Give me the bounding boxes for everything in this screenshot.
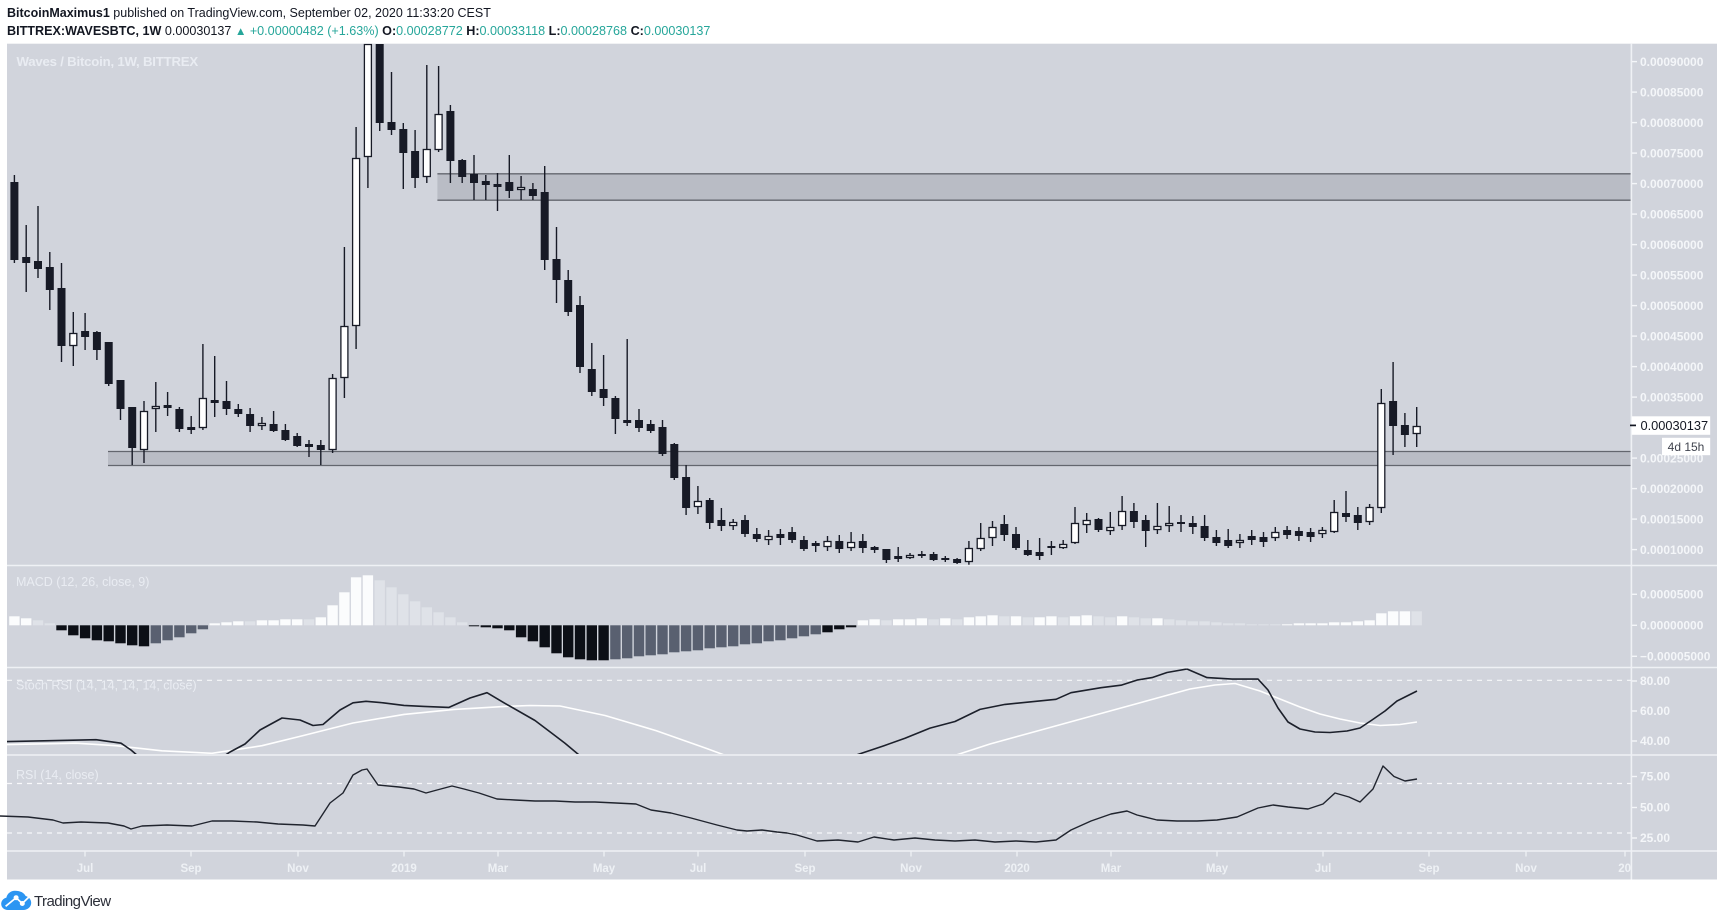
svg-text:Waves / Bitcoin, 1W, BITTREX: Waves / Bitcoin, 1W, BITTREX bbox=[17, 54, 199, 69]
svg-text:Nov: Nov bbox=[1515, 863, 1537, 875]
svg-text:May: May bbox=[593, 863, 616, 875]
svg-text:60.00: 60.00 bbox=[1640, 704, 1670, 718]
svg-text:0.00030137: 0.00030137 bbox=[1641, 418, 1709, 433]
svg-text:Nov: Nov bbox=[900, 863, 922, 875]
svg-text:0.00085000: 0.00085000 bbox=[1640, 85, 1704, 99]
svg-text:Mar: Mar bbox=[1101, 863, 1122, 875]
svg-text:Stoch RSI (14, 14, 14, 14, clo: Stoch RSI (14, 14, 14, 14, close) bbox=[16, 678, 197, 692]
svg-text:0.00065000: 0.00065000 bbox=[1640, 207, 1704, 221]
svg-text:0.00050000: 0.00050000 bbox=[1640, 299, 1704, 313]
svg-text:Jul: Jul bbox=[1315, 863, 1332, 875]
svg-text:Sep: Sep bbox=[794, 863, 815, 875]
svg-text:0.00090000: 0.00090000 bbox=[1640, 55, 1704, 69]
svg-text:40.00: 40.00 bbox=[1640, 734, 1670, 748]
svg-text:2019: 2019 bbox=[391, 863, 417, 875]
svg-text:BitcoinMaximus1 published on T: BitcoinMaximus1 published on TradingView… bbox=[7, 6, 491, 20]
svg-text:Sep: Sep bbox=[1418, 863, 1439, 875]
svg-text:0.00040000: 0.00040000 bbox=[1640, 360, 1704, 374]
svg-text:0.00045000: 0.00045000 bbox=[1640, 329, 1704, 343]
svg-text:2020: 2020 bbox=[1004, 863, 1030, 875]
svg-text:May: May bbox=[1206, 863, 1229, 875]
svg-text:0.00060000: 0.00060000 bbox=[1640, 238, 1704, 252]
svg-text:0.00055000: 0.00055000 bbox=[1640, 268, 1704, 282]
svg-text:0.00035000: 0.00035000 bbox=[1640, 390, 1704, 404]
svg-text:0.00010000: 0.00010000 bbox=[1640, 543, 1704, 557]
svg-text:0.00020000: 0.00020000 bbox=[1640, 482, 1704, 496]
svg-text:75.00: 75.00 bbox=[1640, 770, 1670, 784]
svg-text:4d 15h: 4d 15h bbox=[1668, 440, 1705, 454]
svg-text:50.00: 50.00 bbox=[1640, 801, 1670, 815]
svg-text:Jul: Jul bbox=[77, 863, 94, 875]
svg-text:0.00005000: 0.00005000 bbox=[1640, 588, 1704, 602]
svg-text:TradingView: TradingView bbox=[34, 893, 111, 910]
svg-text:Jul: Jul bbox=[690, 863, 707, 875]
svg-text:0.00075000: 0.00075000 bbox=[1640, 146, 1704, 160]
svg-text:RSI (14, close): RSI (14, close) bbox=[16, 768, 99, 782]
svg-text:Sep: Sep bbox=[180, 863, 201, 875]
svg-text:Nov: Nov bbox=[287, 863, 309, 875]
svg-text:BITTREX:WAVESBTC, 1W 0.0003013: BITTREX:WAVESBTC, 1W 0.00030137 ▲ +0.000… bbox=[7, 24, 710, 38]
svg-text:80.00: 80.00 bbox=[1640, 674, 1670, 688]
svg-text:25.00: 25.00 bbox=[1640, 831, 1670, 845]
svg-text:0.00015000: 0.00015000 bbox=[1640, 512, 1704, 526]
svg-text:20: 20 bbox=[1618, 863, 1631, 875]
svg-text:0.00000000: 0.00000000 bbox=[1640, 619, 1704, 633]
svg-text:−0.00005000: −0.00005000 bbox=[1640, 650, 1711, 664]
svg-text:0.00080000: 0.00080000 bbox=[1640, 116, 1704, 130]
svg-text:MACD (12, 26, close, 9): MACD (12, 26, close, 9) bbox=[16, 575, 149, 589]
svg-text:0.00070000: 0.00070000 bbox=[1640, 177, 1704, 191]
svg-text:Mar: Mar bbox=[488, 863, 509, 875]
